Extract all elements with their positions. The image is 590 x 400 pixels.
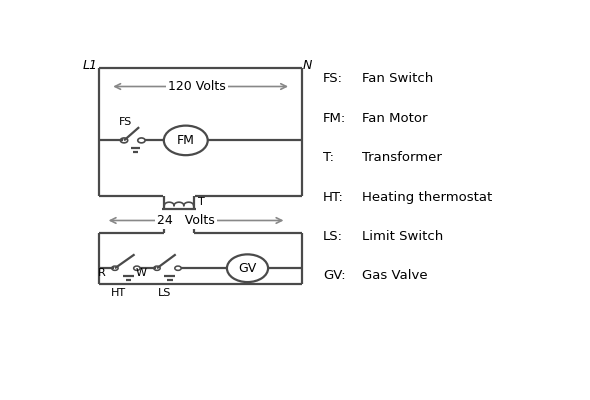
Text: 24   Volts: 24 Volts (157, 214, 215, 227)
Text: R: R (98, 268, 106, 278)
Text: FM:: FM: (323, 112, 346, 125)
Text: T:: T: (323, 151, 334, 164)
Text: LS: LS (158, 288, 171, 298)
Text: Gas Valve: Gas Valve (362, 270, 427, 282)
Text: Fan Motor: Fan Motor (362, 112, 427, 125)
Text: L1: L1 (83, 59, 98, 72)
Text: FS: FS (119, 116, 132, 126)
Text: HT: HT (111, 288, 126, 298)
Text: T: T (198, 197, 205, 207)
Text: GV:: GV: (323, 270, 346, 282)
Text: Transformer: Transformer (362, 151, 442, 164)
Text: FS:: FS: (323, 72, 343, 85)
Text: LS:: LS: (323, 230, 343, 243)
Text: Heating thermostat: Heating thermostat (362, 190, 492, 204)
Text: 120 Volts: 120 Volts (168, 80, 226, 93)
Text: Limit Switch: Limit Switch (362, 230, 443, 243)
Text: W: W (136, 268, 147, 278)
Text: N: N (302, 59, 312, 72)
Text: Fan Switch: Fan Switch (362, 72, 433, 85)
Text: GV: GV (238, 262, 257, 275)
Text: FM: FM (177, 134, 195, 147)
Text: HT:: HT: (323, 190, 344, 204)
